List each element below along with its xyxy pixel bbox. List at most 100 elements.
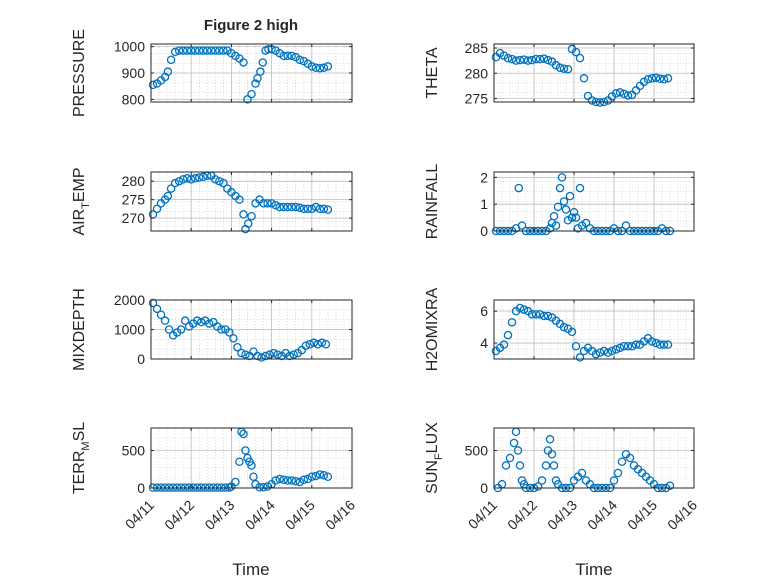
data-point xyxy=(509,438,519,448)
data-point xyxy=(595,348,605,357)
data-point xyxy=(603,348,613,357)
data-point xyxy=(565,191,575,201)
data-point xyxy=(283,476,292,485)
data-point xyxy=(551,221,561,230)
data-point xyxy=(239,429,248,439)
y-tick-label: 285 xyxy=(465,40,489,56)
data-point xyxy=(287,476,296,485)
data-point xyxy=(207,46,216,55)
data-point xyxy=(283,51,292,61)
data-point xyxy=(559,64,569,73)
data-point xyxy=(249,472,258,481)
data-point xyxy=(517,221,527,230)
data-point xyxy=(535,54,545,64)
data-point xyxy=(323,205,333,214)
data-point xyxy=(547,449,557,459)
data-point xyxy=(241,446,250,455)
data-point xyxy=(279,475,288,484)
subplot-6: 4 6 H2OMIXRA xyxy=(424,287,695,371)
data-point xyxy=(271,200,280,210)
y-tick-label: 800 xyxy=(122,91,146,107)
data-point xyxy=(186,175,196,184)
data-point xyxy=(515,55,525,65)
data-point xyxy=(233,342,242,352)
data-point xyxy=(291,476,300,486)
data-point xyxy=(239,58,248,67)
data-point xyxy=(663,340,673,349)
data-point xyxy=(553,202,563,212)
data-point xyxy=(659,340,669,349)
data-point xyxy=(237,348,246,358)
data-point xyxy=(243,95,252,104)
data-point xyxy=(289,350,298,359)
data-point xyxy=(571,47,581,57)
data-point xyxy=(178,46,188,55)
subplot-1: 800 900 1000 PRESSURE xyxy=(71,29,353,117)
data-point xyxy=(655,74,665,84)
y-axis-label-part: THETA xyxy=(424,47,441,99)
data-point xyxy=(196,317,206,327)
data-point xyxy=(615,343,625,353)
data-point xyxy=(613,468,623,478)
data-point xyxy=(301,341,311,350)
y-tick-label: 270 xyxy=(122,210,146,226)
data-point xyxy=(174,46,184,55)
data-point xyxy=(178,175,188,184)
data-point xyxy=(303,204,313,214)
data-point xyxy=(631,340,641,349)
data-point xyxy=(319,63,329,72)
y-tick-label: 0 xyxy=(480,223,488,239)
data-point xyxy=(275,474,284,484)
data-point xyxy=(563,64,573,74)
y-axis-label-part: LUX xyxy=(424,422,441,453)
data-point xyxy=(643,75,653,84)
data-point xyxy=(569,207,579,217)
data-point xyxy=(192,316,202,325)
data-point xyxy=(215,46,224,55)
data-point xyxy=(627,341,637,351)
data-point xyxy=(663,74,673,83)
data-point xyxy=(311,202,321,212)
y-tick-label: 0 xyxy=(137,351,145,367)
data-point xyxy=(182,174,192,183)
data-point xyxy=(241,350,250,359)
data-point xyxy=(283,202,292,212)
y-axis-label-part: F xyxy=(433,453,445,460)
y-axis-label: RAINFALL xyxy=(424,164,441,240)
x-axis-label-right: Time xyxy=(575,560,612,579)
y-tick-label: 900 xyxy=(122,65,146,81)
data-point xyxy=(609,476,619,485)
data-point xyxy=(211,175,220,184)
data-point xyxy=(215,176,224,186)
data-point xyxy=(219,46,228,55)
data-point xyxy=(148,298,158,308)
data-point xyxy=(231,477,240,487)
data-point xyxy=(503,53,513,63)
data-point xyxy=(575,183,585,193)
y-axis-label-part: T xyxy=(80,202,92,209)
y-tick-label: 500 xyxy=(465,443,489,459)
data-point xyxy=(315,204,325,214)
data-point xyxy=(203,46,212,55)
data-point xyxy=(539,54,549,63)
data-point xyxy=(190,174,200,183)
data-point xyxy=(190,46,200,55)
data-point xyxy=(543,55,553,65)
data-point xyxy=(258,58,268,67)
y-tick-label: 6 xyxy=(480,303,488,319)
data-point xyxy=(523,56,533,65)
data-point xyxy=(651,338,661,348)
data-point xyxy=(537,476,547,485)
data-point xyxy=(269,348,278,358)
data-point xyxy=(499,340,509,349)
data-point xyxy=(599,346,609,356)
data-point xyxy=(575,53,585,63)
figure-title: Figure 2 high xyxy=(204,17,298,34)
data-point xyxy=(285,351,294,361)
data-point xyxy=(194,46,204,55)
data-point xyxy=(571,341,581,351)
data-point xyxy=(505,453,515,463)
data-point xyxy=(299,475,309,484)
y-tick-label: 275 xyxy=(465,90,489,106)
data-point xyxy=(247,89,256,99)
